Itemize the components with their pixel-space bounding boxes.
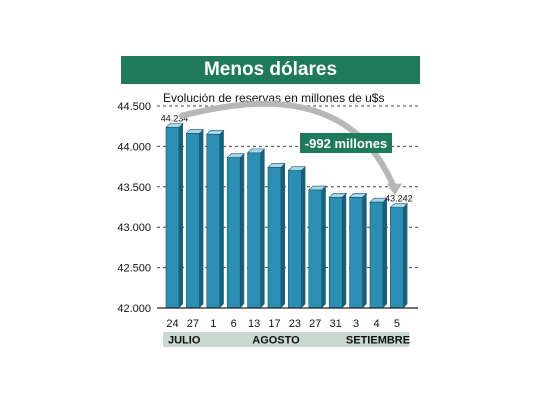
bar: [226, 157, 241, 309]
trend-arrow-head: [386, 183, 402, 196]
y-tick-label: 43.500: [117, 182, 151, 194]
data-label: 43.242: [385, 194, 413, 204]
x-tick-label: 1: [210, 318, 216, 330]
annotation-box: [300, 133, 392, 153]
bar-side: [321, 186, 326, 308]
bar: [349, 197, 363, 309]
x-tick-label: 27: [309, 318, 321, 330]
x-tick-label: 5: [394, 318, 400, 330]
title-bar: [121, 56, 420, 84]
bar-side: [301, 166, 306, 308]
bar: [267, 167, 282, 309]
y-tick-label: 44.500: [117, 101, 151, 113]
bar-side: [179, 123, 183, 308]
bar-side: [342, 193, 347, 308]
bar-side: [240, 153, 245, 308]
bar: [288, 170, 302, 309]
x-tick-label: 13: [248, 318, 260, 330]
bar: [247, 152, 261, 309]
bar-side: [362, 193, 367, 308]
data-label: 44.234: [161, 113, 189, 123]
x-tick-label: 17: [268, 318, 280, 330]
month-label: SETIEMBRE: [346, 335, 410, 347]
bar: [328, 197, 343, 309]
trend-arrow: [179, 100, 398, 193]
bar-side: [199, 129, 204, 308]
month-label: JULIO: [168, 335, 201, 347]
y-tick-label: 44.000: [117, 141, 151, 153]
y-tick-label: 42.500: [117, 263, 151, 275]
bar-side: [260, 148, 265, 308]
x-tick-label: 4: [373, 318, 379, 330]
x-tick-label: 24: [166, 318, 178, 330]
bar: [206, 133, 221, 309]
bar: [165, 127, 180, 309]
x-tick-label: 23: [289, 318, 301, 330]
month-band: [346, 332, 410, 347]
y-tick-label: 42.000: [117, 303, 151, 315]
month-label: AGOSTO: [252, 335, 300, 347]
bar-side: [383, 198, 387, 308]
bar: [390, 207, 404, 309]
x-tick-label: 27: [187, 318, 199, 330]
x-tick-label: 31: [330, 318, 342, 330]
bar: [369, 201, 384, 309]
bar: [186, 133, 200, 309]
chart-subtitle: Evolución de reservas en millones de u$s: [163, 91, 384, 105]
x-tick-label: 3: [353, 318, 359, 330]
x-tick-label: 6: [231, 318, 237, 330]
bar: [308, 189, 323, 309]
month-band: [163, 332, 206, 347]
bar-side: [219, 130, 224, 308]
annotation-label: -992 millones: [305, 136, 387, 151]
bar-side: [403, 203, 408, 308]
month-band: [203, 332, 349, 347]
bar-side: [281, 163, 285, 308]
y-tick-label: 43.000: [117, 222, 151, 234]
chart-title: Menos dólares: [203, 59, 338, 80]
